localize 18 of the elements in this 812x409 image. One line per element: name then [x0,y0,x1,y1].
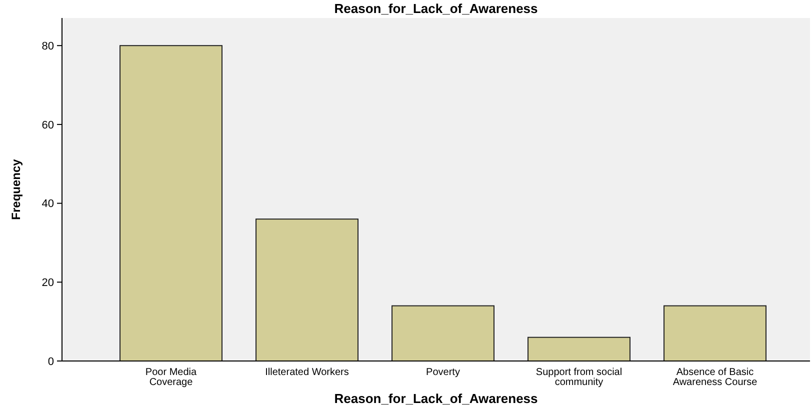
chart-title: Reason_for_Lack_of_Awareness [334,1,538,16]
x-tick-label: Absence of Basic Awareness Course [672,367,758,388]
y-tick-label: 80 [42,40,54,52]
bar [528,336,630,362]
x-tick-label: Support from social community [536,367,622,388]
y-tick-label: 40 [42,198,54,210]
bar [256,218,358,362]
y-tick-label: 0 [48,356,54,368]
bar [392,305,494,362]
y-tick-label: 60 [42,119,54,132]
x-tick-label: Poor Media Coverage [145,367,198,388]
y-axis-title: Frequency [9,158,23,220]
x-axis-title: Reason_for_Lack_of_Awareness [334,391,538,406]
y-tick-label: 20 [42,277,54,289]
x-tick-label: Illeterated Workers [265,367,349,378]
bar [664,305,766,362]
x-tick-label: Poverty [426,367,460,378]
bar [120,45,222,362]
